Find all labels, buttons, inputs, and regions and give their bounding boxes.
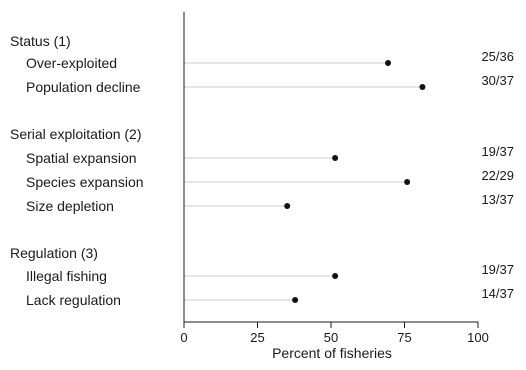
- data-point: [419, 84, 426, 90]
- category-labels: Status (1) Over-exploited Population decli…: [10, 33, 144, 308]
- category-label: Size depletion: [26, 198, 114, 214]
- ratio-labels: 25/36 30/37 19/37 22/29 13/37 19/37 14/37: [481, 49, 514, 301]
- category-label: Population decline: [26, 79, 141, 95]
- data-point: [292, 297, 299, 303]
- category-label: Species expansion: [26, 174, 144, 190]
- x-tick-label: 0: [180, 330, 187, 345]
- group-label: Regulation (3): [10, 245, 98, 261]
- category-label: Spatial expansion: [26, 150, 137, 166]
- ratio-label: 14/37: [481, 286, 514, 301]
- x-tick-label: 75: [397, 330, 411, 345]
- group-label: Status (1): [10, 33, 71, 49]
- data-point: [404, 179, 411, 185]
- ratio-label: 19/37: [481, 262, 514, 277]
- group-label: Serial exploitation (2): [10, 126, 142, 142]
- ratio-label: 30/37: [481, 73, 514, 88]
- category-label: Lack regulation: [26, 292, 121, 308]
- x-tick-label: 25: [250, 330, 264, 345]
- x-axis-ticks: 0 25 50 75 100: [180, 322, 489, 345]
- category-label: Over-exploited: [26, 55, 117, 71]
- data-point: [332, 155, 339, 161]
- data-point: [332, 273, 339, 279]
- data-point: [284, 203, 291, 209]
- plot-area: [184, 60, 426, 303]
- ratio-label: 22/29: [481, 168, 514, 183]
- x-tick-label: 100: [467, 330, 489, 345]
- ratio-label: 13/37: [481, 192, 514, 207]
- category-label: Illegal fishing: [26, 268, 107, 284]
- data-point: [385, 60, 392, 66]
- x-tick-label: 50: [324, 330, 338, 345]
- ratio-label: 19/37: [481, 144, 514, 159]
- ratio-label: 25/36: [481, 49, 514, 64]
- x-axis-title: Percent of fisheries: [272, 345, 392, 361]
